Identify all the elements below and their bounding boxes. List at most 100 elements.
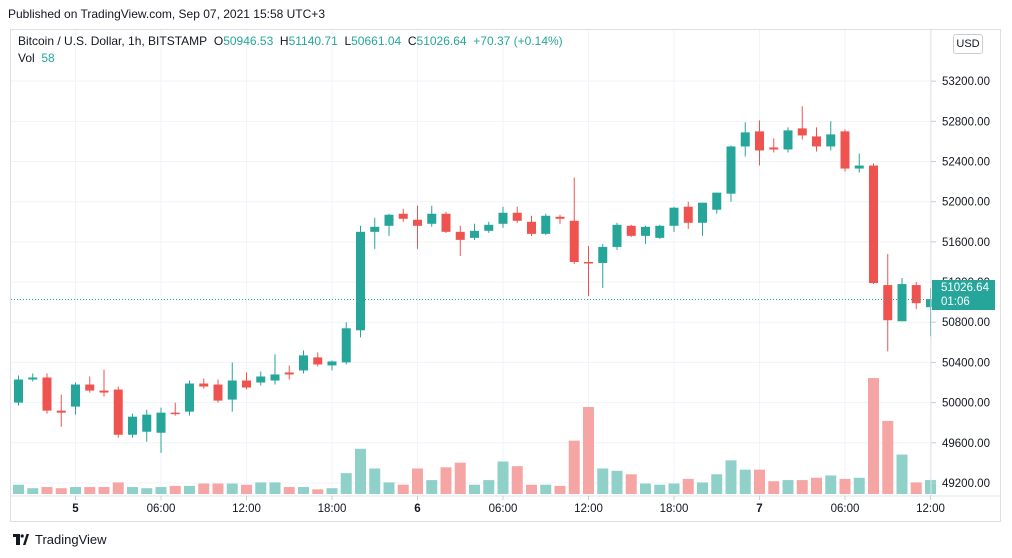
x-tick-label: 6 <box>414 503 420 515</box>
candle-body <box>242 380 251 388</box>
candle-body <box>655 225 665 238</box>
open-value: 50946.53 <box>223 34 274 48</box>
published-caption: Published on TradingView.com, Sep 07, 20… <box>8 7 325 21</box>
volume-bar <box>454 462 466 494</box>
bar-countdown: 01:06 <box>941 296 970 308</box>
volume-bar <box>141 488 153 494</box>
volume-bar <box>127 487 138 494</box>
volume-bar <box>839 478 851 494</box>
candle-body <box>669 207 679 226</box>
candle-body <box>641 226 650 236</box>
volume-bar <box>412 468 423 494</box>
volume-bar <box>241 484 252 494</box>
y-tick-label: 50000.00 <box>942 398 990 410</box>
close-label: C <box>407 34 417 48</box>
volume-bar <box>283 487 295 494</box>
volume-bar <box>13 484 24 494</box>
volume-bar <box>654 484 666 494</box>
volume-bar <box>483 480 495 494</box>
candle-body <box>327 361 337 366</box>
currency-button[interactable]: USD <box>953 34 983 54</box>
volume-bar <box>212 483 224 494</box>
volume-bar <box>796 480 808 494</box>
volume-bar <box>55 488 67 494</box>
low-value: 50661.04 <box>351 34 402 48</box>
candle-body <box>740 132 750 147</box>
volume-bar <box>739 469 751 494</box>
volume-bar <box>640 483 651 494</box>
volume-bar <box>910 482 922 494</box>
high-label: H <box>279 34 289 48</box>
candle-body <box>185 383 194 412</box>
volume-bar <box>697 482 708 494</box>
volume-bar <box>112 482 124 494</box>
candle-body <box>869 165 878 284</box>
candle-body <box>783 130 793 150</box>
volume-bars <box>13 378 936 494</box>
volume-bar <box>198 483 210 494</box>
volume-bar <box>497 461 509 494</box>
open-label: O <box>213 34 224 48</box>
volume-bar <box>255 482 267 494</box>
volume-bar <box>568 440 580 494</box>
candle-body <box>270 374 280 381</box>
close-value: 51026.64 <box>416 34 467 48</box>
volume-bar <box>583 407 594 494</box>
volume-bar <box>397 484 409 494</box>
candle-body <box>612 224 622 247</box>
volume-bar <box>226 483 238 494</box>
y-tick-label: 51600.00 <box>942 237 990 249</box>
high-value: 51140.71 <box>288 34 338 48</box>
candle-body <box>384 214 394 226</box>
volume-bar <box>625 474 637 494</box>
candle-body <box>911 285 921 304</box>
candle-body <box>441 213 451 232</box>
candle-body <box>427 213 437 224</box>
volume-bar <box>882 420 894 494</box>
candle-body <box>341 328 351 363</box>
volume-bar <box>269 482 281 494</box>
last-price-value: 51026.64 <box>941 282 989 294</box>
candle-body <box>683 206 693 223</box>
candle-body <box>712 192 722 210</box>
candle-body <box>897 284 907 322</box>
candles <box>14 106 935 453</box>
candle-body <box>598 246 608 263</box>
x-tick-label: 06:00 <box>489 503 518 515</box>
y-tick-label: 52400.00 <box>942 157 990 169</box>
candle-body <box>356 231 365 331</box>
symbol-label[interactable]: Bitcoin / U.S. Dollar, 1h, BITSTAMP <box>18 34 208 48</box>
volume-bar <box>597 468 609 494</box>
time-axis: 5 06:00 12:00 18:00 6 06:00 12:00 18:00 7 06:00 12… <box>72 496 945 515</box>
volume-bar <box>298 487 309 494</box>
candle-body <box>512 212 522 221</box>
candle-body <box>626 225 636 236</box>
candle-body <box>156 412 166 433</box>
volume-bar <box>355 448 366 494</box>
volume-bar <box>383 482 395 494</box>
brand-name: TradingView <box>35 532 107 547</box>
volume-bar <box>98 487 110 494</box>
candle-body <box>541 215 551 234</box>
volume-bar <box>70 487 81 494</box>
candle-body <box>71 384 80 407</box>
tradingview-brand[interactable]: TradingView <box>13 532 107 547</box>
volume-value: 58 <box>41 51 55 65</box>
volume-bar <box>754 469 765 494</box>
candle-body <box>498 212 508 224</box>
x-tick-label: 12:00 <box>574 503 603 515</box>
candle-body <box>769 147 779 150</box>
volume-bar <box>27 488 39 494</box>
volume-bar <box>682 478 694 494</box>
chart-frame[interactable] <box>10 29 1001 522</box>
tradingview-logo-icon <box>13 534 29 545</box>
x-tick-label: 06:00 <box>831 503 860 515</box>
volume-bar <box>169 485 181 494</box>
volume-bar <box>853 477 865 494</box>
candle-body <box>213 384 223 401</box>
candle-body <box>113 389 123 435</box>
volume-bar <box>540 484 552 494</box>
volume-bar <box>511 466 523 494</box>
volume-bar <box>469 484 480 494</box>
